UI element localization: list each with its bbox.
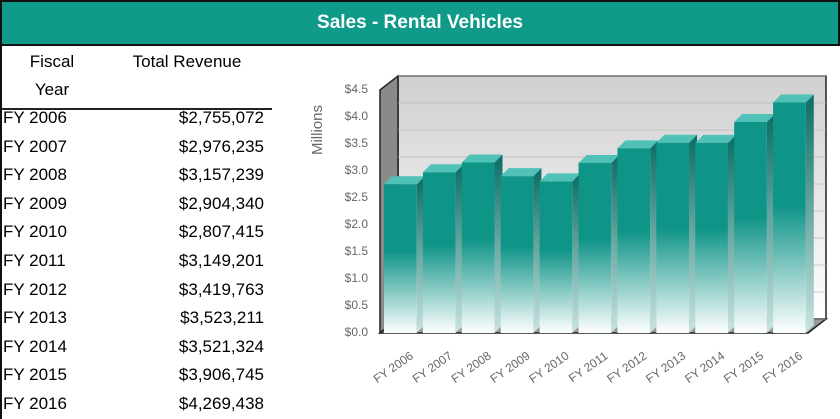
bar-top [578, 154, 620, 163]
revenue-cell: $2,755,072 [178, 108, 264, 127]
bar-side [689, 134, 698, 333]
year-cell: FY 2007 [3, 136, 67, 156]
bar-top [422, 164, 464, 173]
bar [539, 181, 573, 333]
bar-top [461, 154, 503, 163]
bar [773, 102, 806, 333]
revenue-cell: $3,149,201 [178, 251, 264, 270]
x-tick-label: FY 2015 [721, 348, 766, 386]
x-tick-label: FY 2016 [760, 348, 805, 386]
bar-side [611, 154, 620, 333]
y-tick-label: $1.5 [345, 244, 369, 258]
revenue-cell: $3,521,324 [178, 336, 264, 356]
y-tick-label: $1.0 [345, 271, 369, 285]
y-tick-label: $0.5 [345, 298, 369, 312]
year-cell: FY 2015 [3, 365, 67, 385]
year-cell: FY 2013 [3, 308, 67, 328]
bar-side [650, 140, 659, 333]
y-tick-label: $2.0 [345, 217, 369, 231]
x-tick-label: FY 2009 [488, 348, 533, 386]
column-header: Fiscal Year [29, 52, 75, 99]
bar [695, 142, 728, 333]
bar [734, 122, 767, 333]
revenue-cell: $2,904,340 [178, 193, 264, 213]
x-tick-label: FY 2014 [682, 348, 727, 386]
bar [461, 162, 495, 333]
bar-side [805, 94, 814, 333]
revenue-cell: $3,906,745 [178, 365, 264, 385]
bar [617, 148, 651, 333]
x-tick-label: FY 2006 [371, 348, 416, 386]
y-axis-label: Millions [309, 105, 326, 155]
bar [500, 176, 534, 333]
column-header: Total Revenue [132, 52, 242, 71]
y-tick-label: $0.0 [345, 325, 369, 339]
revenue-cell: $2,807,415 [178, 222, 264, 242]
bar [422, 172, 456, 333]
bar-top [539, 173, 581, 182]
revenue-cell: $3,523,211 [180, 308, 264, 328]
year-cell: FY 2016 [3, 394, 67, 413]
revenue-cell: $3,419,763 [178, 279, 264, 299]
bar-top [500, 168, 542, 177]
y-tick-label: $3.0 [345, 163, 369, 177]
bar-side [572, 173, 581, 333]
x-tick-label: FY 2007 [410, 348, 455, 386]
bar-top [773, 94, 814, 103]
bar-top [734, 114, 775, 123]
y-tick-label: $3.5 [345, 136, 369, 150]
y-tick-label: $4.5 [345, 82, 369, 96]
bar-top [617, 140, 659, 149]
y-tick-label: $4.0 [345, 109, 369, 123]
year-cell: FY 2011 [3, 251, 66, 270]
x-tick-label: FY 2011 [566, 348, 611, 385]
bar-side [455, 164, 464, 333]
bar-side [494, 154, 503, 333]
bar [384, 184, 417, 333]
y-tick-label: $2.5 [345, 190, 369, 204]
revenue-cell: $2,976,235 [178, 136, 264, 156]
bar-side [727, 134, 736, 333]
header-rule [2, 108, 272, 110]
bar-top [656, 134, 698, 143]
year-cell: FY 2012 [3, 279, 67, 299]
bar-top [695, 134, 736, 143]
x-tick-label: FY 2010 [526, 348, 571, 386]
revenue-cell: $3,157,239 [178, 165, 264, 185]
revenue-cell: $4,269,438 [178, 394, 264, 413]
x-tick-label: FY 2012 [604, 348, 649, 386]
x-tick-label: FY 2013 [643, 348, 688, 386]
year-cell: FY 2008 [3, 165, 67, 185]
table: Fiscal Year Total Revenue FY 2006 $2,755,… [0, 46, 272, 419]
bar [578, 162, 612, 333]
bar [656, 142, 690, 333]
title-bar: Sales - Rental Vehicles [0, 0, 840, 46]
year-cell: FY 2010 [3, 222, 67, 242]
bar-side [533, 168, 542, 333]
bar-side [766, 114, 775, 333]
year-cell: FY 2014 [3, 336, 67, 356]
bar-side [416, 176, 425, 333]
year-cell: FY 2009 [3, 193, 67, 213]
x-tick-label: FY 2008 [449, 348, 494, 386]
bar-top [384, 176, 425, 185]
year-cell: FY 2006 [3, 108, 67, 127]
